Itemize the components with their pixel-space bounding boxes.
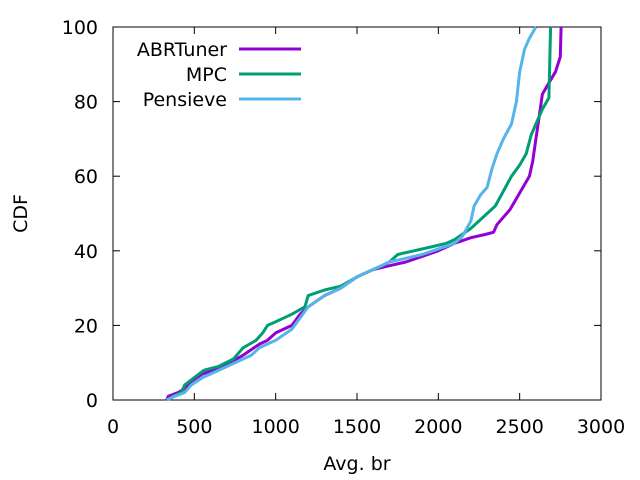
x-axis-ticks: 0 500 1000 1500 2000 2500 3000 [107,27,625,438]
y-axis-title: CDF [10,194,32,233]
x-tick-label: 500 [176,416,212,438]
series-line-abrtuner [165,26,563,401]
legend-label: Pensieve [143,89,227,111]
series-layer [165,26,563,402]
x-tick-label: 1000 [251,416,299,438]
y-tick-label: 40 [74,241,98,263]
x-tick-label: 2000 [414,416,462,438]
x-axis-title: Avg. br [323,453,390,475]
y-tick-label: 100 [62,17,98,39]
y-tick-label: 80 [74,92,98,114]
series-line-pensieve [166,26,538,402]
x-tick-label: 0 [107,416,119,438]
legend-label: MPC [186,64,227,86]
y-tick-label: 60 [74,166,98,188]
y-tick-label: 0 [86,390,98,412]
y-tick-label: 20 [74,315,98,337]
legend-label: ABRTuner [137,39,227,61]
x-tick-label: 3000 [577,416,625,438]
y-axis-ticks: 0 20 40 60 80 100 [62,17,601,412]
legend: ABRTuner MPC Pensieve [137,39,301,111]
x-tick-label: 1500 [333,416,381,438]
x-tick-label: 2500 [495,416,543,438]
